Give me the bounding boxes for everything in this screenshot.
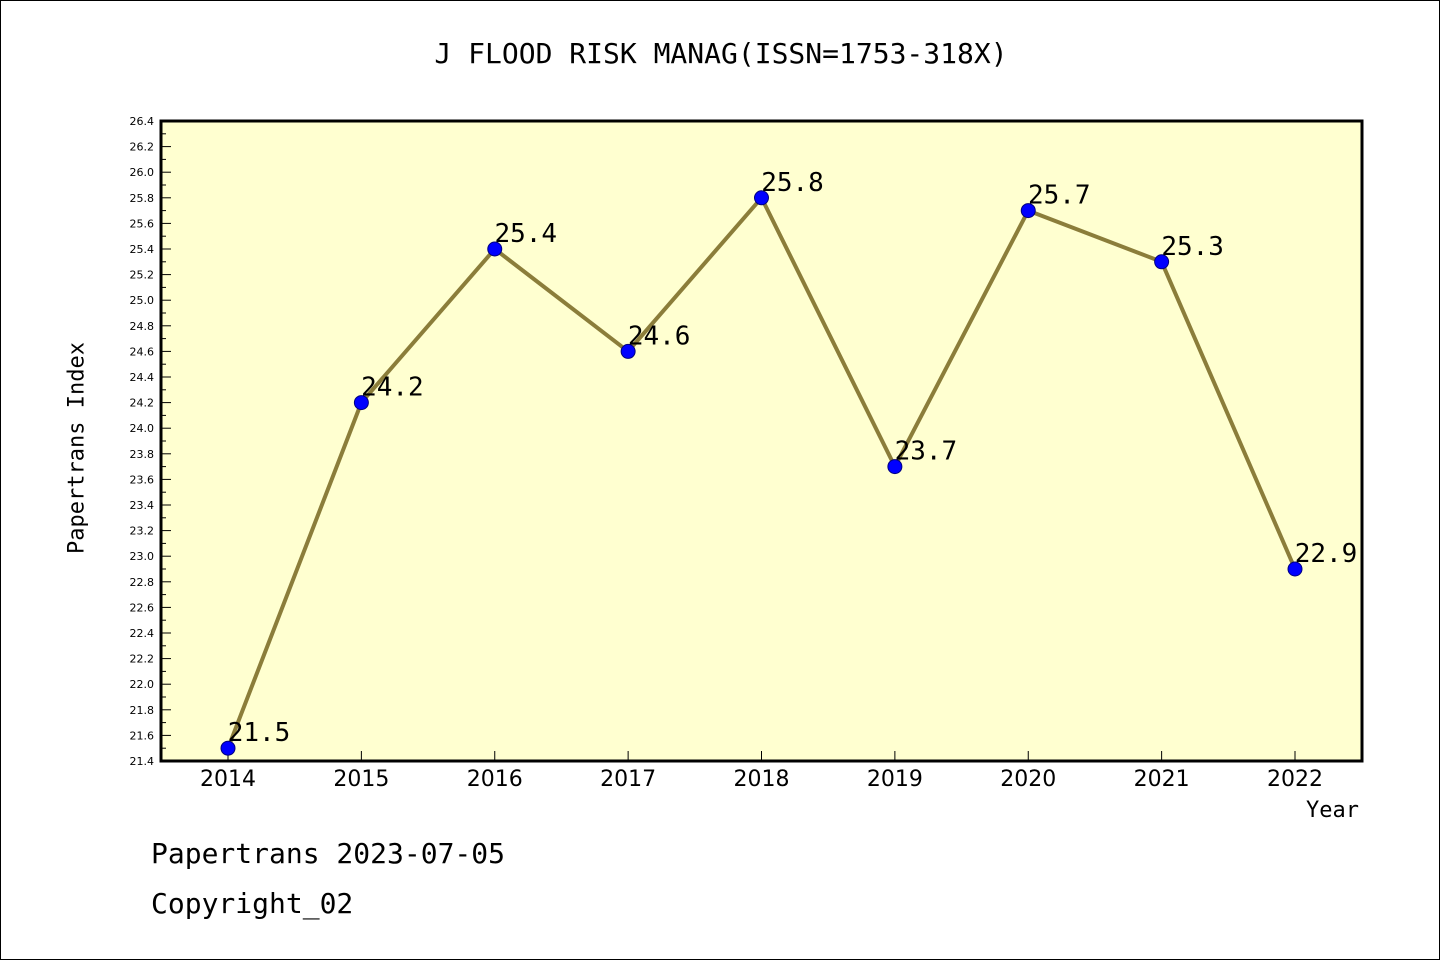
y-tick-label: 21.6 bbox=[130, 729, 155, 742]
y-tick-label: 25.0 bbox=[130, 294, 155, 307]
y-tick-label: 23.2 bbox=[130, 525, 155, 538]
y-tick-label: 26.4 bbox=[130, 115, 155, 128]
y-tick-label: 22.4 bbox=[130, 627, 155, 640]
plot-frame bbox=[159, 119, 1364, 763]
data-point bbox=[1287, 561, 1303, 577]
y-tick-label: 22.2 bbox=[130, 653, 155, 666]
y-tick-label: 21.8 bbox=[130, 704, 155, 717]
y-tick-label: 22.6 bbox=[130, 601, 155, 614]
y-tick-label: 25.2 bbox=[130, 269, 155, 282]
x-axis-title: Year bbox=[1306, 798, 1359, 823]
y-tick-label: 24.8 bbox=[130, 320, 155, 333]
y-tick-label: 21.4 bbox=[130, 755, 155, 768]
y-tick-label: 24.2 bbox=[130, 397, 155, 410]
y-tick-label: 23.6 bbox=[130, 473, 155, 486]
chart-title: J FLOOD RISK MANAG(ISSN=1753-318X) bbox=[434, 37, 1008, 70]
x-tick-label: 2017 bbox=[600, 767, 656, 792]
y-tick-label: 26.2 bbox=[130, 141, 155, 154]
x-tick-label: 2022 bbox=[1267, 767, 1323, 792]
x-tick-label: 2016 bbox=[467, 767, 523, 792]
data-label: 24.6 bbox=[628, 321, 691, 351]
data-point bbox=[1020, 203, 1036, 219]
footer-copyright: Copyright_02 bbox=[151, 887, 354, 920]
data-point bbox=[1154, 254, 1170, 270]
y-tick-label: 25.4 bbox=[130, 243, 155, 256]
data-label: 23.7 bbox=[895, 437, 958, 467]
plot-background bbox=[161, 121, 1362, 761]
data-label: 25.8 bbox=[761, 168, 824, 198]
y-tick-label: 25.8 bbox=[130, 192, 155, 205]
y-tick-label: 22.8 bbox=[130, 576, 155, 589]
data-label: 21.5 bbox=[228, 718, 291, 748]
data-label: 25.4 bbox=[494, 219, 557, 249]
y-tick-label: 24.6 bbox=[130, 345, 155, 358]
x-tick-label: 2014 bbox=[200, 767, 256, 792]
x-tick-label: 2021 bbox=[1134, 767, 1190, 792]
data-point bbox=[487, 241, 503, 257]
y-tick-label: 23.4 bbox=[130, 499, 155, 512]
data-label: 25.7 bbox=[1028, 181, 1091, 211]
data-point bbox=[220, 740, 236, 756]
y-tick-label: 24.0 bbox=[130, 422, 155, 435]
data-point bbox=[887, 459, 903, 475]
y-tick-label: 23.0 bbox=[130, 550, 155, 563]
y-tick-label: 22.0 bbox=[130, 678, 155, 691]
data-point bbox=[620, 343, 636, 359]
y-tick-label: 26.0 bbox=[130, 166, 155, 179]
data-point bbox=[353, 395, 369, 411]
data-label: 24.2 bbox=[361, 373, 424, 403]
x-tick-label: 2020 bbox=[1000, 767, 1056, 792]
data-label: 25.3 bbox=[1161, 232, 1224, 262]
x-tick-label: 2019 bbox=[867, 767, 923, 792]
y-tick-label: 24.4 bbox=[130, 371, 155, 384]
x-tick-label: 2015 bbox=[333, 767, 389, 792]
y-tick-label: 23.8 bbox=[130, 448, 155, 461]
y-tick-label: 25.6 bbox=[130, 217, 155, 230]
x-tick-label: 2018 bbox=[734, 767, 790, 792]
footer-date: Papertrans 2023-07-05 bbox=[151, 837, 506, 870]
data-point bbox=[754, 190, 769, 206]
data-label: 22.9 bbox=[1295, 539, 1358, 569]
